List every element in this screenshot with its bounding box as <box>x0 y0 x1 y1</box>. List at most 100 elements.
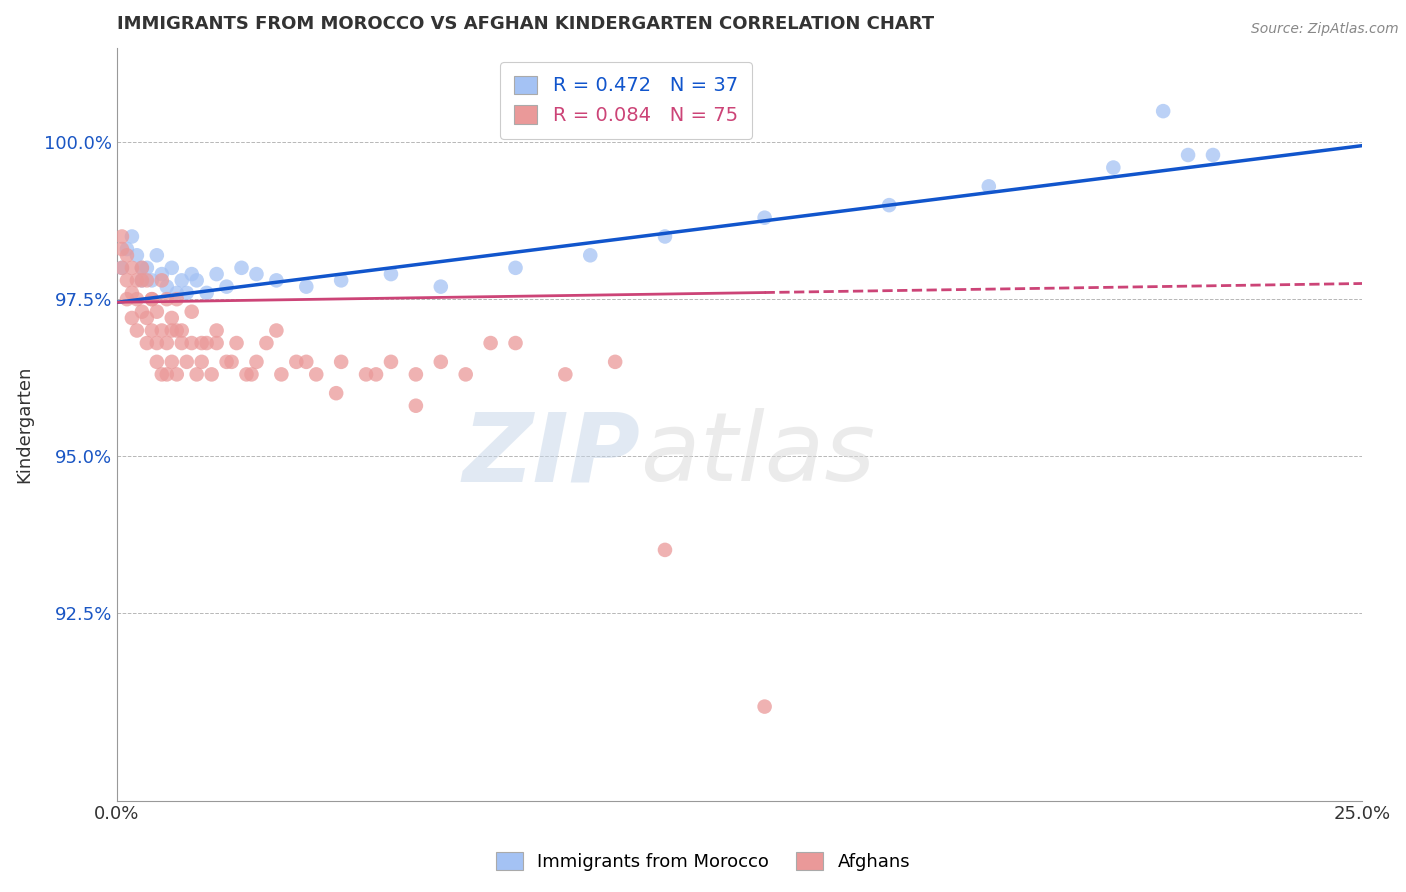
Point <box>170 273 193 287</box>
Point <box>215 279 238 293</box>
Point <box>354 368 377 382</box>
Point <box>131 260 153 275</box>
Point <box>135 336 157 351</box>
Point <box>115 248 138 262</box>
Text: ZIP: ZIP <box>463 409 640 501</box>
Point <box>505 336 527 351</box>
Point <box>121 260 143 275</box>
Point <box>215 355 238 369</box>
Text: IMMIGRANTS FROM MOROCCO VS AFGHAN KINDERGARTEN CORRELATION CHART: IMMIGRANTS FROM MOROCCO VS AFGHAN KINDER… <box>117 15 934 33</box>
Point <box>121 285 143 300</box>
Point <box>1177 148 1199 162</box>
Point <box>325 386 347 401</box>
Point <box>654 229 676 244</box>
Point <box>125 292 148 306</box>
Point <box>166 285 188 300</box>
Point <box>131 273 153 287</box>
Point <box>479 336 502 351</box>
Text: atlas: atlas <box>640 409 875 501</box>
Point <box>330 355 353 369</box>
Point <box>111 229 134 244</box>
Point <box>180 336 202 351</box>
Point <box>754 211 776 225</box>
Point <box>454 368 477 382</box>
Point <box>156 368 179 382</box>
Point <box>305 368 328 382</box>
Point <box>186 368 208 382</box>
Point <box>160 310 183 325</box>
Point <box>176 355 198 369</box>
Point <box>579 248 602 262</box>
Point <box>430 279 453 293</box>
Point <box>225 336 247 351</box>
Point <box>125 324 148 338</box>
Legend: R = 0.472   N = 37, R = 0.084   N = 75: R = 0.472 N = 37, R = 0.084 N = 75 <box>501 62 752 139</box>
Point <box>180 304 202 318</box>
Point <box>1102 161 1125 175</box>
Point <box>170 336 193 351</box>
Point <box>505 260 527 275</box>
Point <box>266 273 288 287</box>
Point <box>150 368 173 382</box>
Point <box>135 260 157 275</box>
Point <box>146 355 169 369</box>
Point <box>605 355 627 369</box>
Point <box>131 304 153 318</box>
Point <box>166 292 188 306</box>
Point <box>380 355 402 369</box>
Point <box>245 267 267 281</box>
Point <box>166 368 188 382</box>
Point <box>160 260 183 275</box>
Point <box>156 279 179 293</box>
Point <box>166 324 188 338</box>
Point <box>135 273 157 287</box>
Point <box>141 292 163 306</box>
Point <box>190 336 212 351</box>
Point <box>1202 148 1225 162</box>
Point <box>111 260 134 275</box>
Point <box>180 267 202 281</box>
Point <box>156 336 179 351</box>
Point <box>295 279 318 293</box>
Point <box>115 273 138 287</box>
Point <box>245 355 267 369</box>
Point <box>146 304 169 318</box>
Point <box>111 242 134 256</box>
Point <box>405 399 427 413</box>
Point <box>170 324 193 338</box>
Point <box>146 336 169 351</box>
Point <box>160 355 183 369</box>
Point <box>654 542 676 557</box>
Legend: Immigrants from Morocco, Afghans: Immigrants from Morocco, Afghans <box>488 846 918 879</box>
Point <box>125 273 148 287</box>
Point <box>201 368 224 382</box>
Point <box>195 285 218 300</box>
Point <box>115 292 138 306</box>
Point <box>190 355 212 369</box>
Point <box>254 336 277 351</box>
Point <box>221 355 243 369</box>
Point <box>270 368 292 382</box>
Point <box>121 229 143 244</box>
Point <box>121 310 143 325</box>
Point <box>115 242 138 256</box>
Point <box>111 260 134 275</box>
Text: Source: ZipAtlas.com: Source: ZipAtlas.com <box>1251 22 1399 37</box>
Point <box>877 198 900 212</box>
Point <box>364 368 387 382</box>
Point <box>150 267 173 281</box>
Point <box>176 285 198 300</box>
Point <box>156 292 179 306</box>
Point <box>195 336 218 351</box>
Y-axis label: Kindergarten: Kindergarten <box>15 366 32 483</box>
Point <box>150 324 173 338</box>
Point <box>141 292 163 306</box>
Point <box>330 273 353 287</box>
Point <box>160 324 183 338</box>
Point <box>1152 104 1174 119</box>
Point <box>141 273 163 287</box>
Point <box>977 179 1000 194</box>
Point <box>205 336 228 351</box>
Point <box>205 324 228 338</box>
Point <box>131 273 153 287</box>
